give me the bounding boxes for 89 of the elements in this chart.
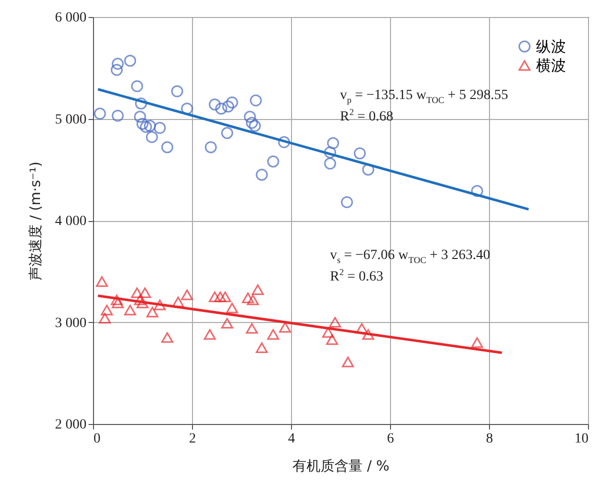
- point: [256, 342, 268, 353]
- point: [471, 337, 484, 348]
- point: [138, 287, 151, 298]
- point: [131, 287, 144, 298]
- legend-label: 横波: [536, 56, 566, 74]
- point: [208, 292, 221, 302]
- point: [256, 168, 268, 181]
- point: [134, 110, 146, 123]
- point: [214, 292, 226, 302]
- point: [146, 306, 158, 318]
- point: [144, 120, 156, 132]
- point: [135, 98, 148, 110]
- point: [324, 146, 336, 158]
- point: [326, 334, 338, 345]
- annotation: v$_{s}$ = −67.06 w$_{TOC}$ + 3 263.40: [330, 248, 490, 265]
- point: [112, 298, 124, 308]
- point: [96, 276, 108, 287]
- x-tick-label: 10: [574, 432, 588, 446]
- point: [124, 304, 136, 316]
- y-tick-label: 4 000: [55, 214, 86, 229]
- point: [471, 185, 484, 197]
- point: [204, 141, 217, 154]
- point: [161, 141, 174, 154]
- point: [131, 80, 144, 92]
- point: [219, 292, 232, 302]
- point: [250, 94, 262, 106]
- point: [278, 136, 290, 148]
- point: [215, 102, 228, 115]
- point: [124, 54, 136, 67]
- point: [342, 356, 354, 368]
- point: [161, 332, 174, 343]
- point: [248, 120, 261, 132]
- point: [226, 96, 238, 108]
- point: [110, 64, 123, 76]
- point: [146, 131, 158, 144]
- point: [340, 196, 353, 208]
- point: [181, 289, 194, 300]
- point: [98, 312, 111, 324]
- point: [322, 327, 334, 338]
- x-axis-title: 有机质含量 / %: [292, 458, 390, 474]
- point: [110, 294, 123, 306]
- point: [242, 292, 254, 304]
- point: [267, 156, 280, 168]
- point: [354, 147, 366, 160]
- point: [172, 296, 184, 308]
- point: [208, 98, 221, 110]
- point: [324, 158, 336, 170]
- point: [246, 323, 258, 334]
- legend-label: 纵波: [536, 38, 566, 56]
- y-tick-label: 5 000: [55, 112, 86, 128]
- point: [252, 284, 264, 295]
- y-axis-title: 声波速度 / (m·s⁻¹): [28, 162, 44, 280]
- point: [267, 329, 280, 340]
- point: [112, 58, 124, 70]
- x-tick-label: 0: [94, 432, 100, 446]
- y-tick-label: 6 000: [55, 10, 86, 26]
- y-tick-label: 2 000: [55, 418, 86, 432]
- point: [362, 329, 374, 340]
- annotation: R$^{2}$ = 0.63: [330, 267, 384, 286]
- x-tick-label: 8: [486, 432, 493, 446]
- point: [246, 294, 259, 306]
- point: [329, 316, 342, 328]
- x-tick-label: 2: [189, 432, 196, 446]
- point: [226, 302, 238, 314]
- point: [134, 294, 146, 306]
- point: [246, 116, 258, 129]
- annotation: R$^{2}$ = 0.68: [340, 107, 394, 126]
- point: [181, 102, 194, 115]
- point: [356, 323, 368, 334]
- point: [136, 118, 148, 130]
- point: [140, 120, 152, 133]
- point: [171, 85, 184, 98]
- point: [100, 304, 113, 316]
- x-tick-label: 4: [288, 432, 295, 446]
- point: [221, 127, 234, 139]
- y-tick-label: 3 000: [55, 316, 86, 331]
- point: [136, 298, 148, 308]
- point: [204, 329, 216, 340]
- point: [279, 322, 292, 333]
- point: [222, 100, 234, 113]
- annotation: v$_{p}$ = −135.15 w$_{TOC}$ + 5 298.55: [340, 88, 508, 105]
- point: [244, 110, 256, 123]
- point: [154, 300, 166, 310]
- point: [94, 108, 106, 120]
- x-tick-label: 6: [387, 432, 394, 446]
- point: [327, 137, 340, 150]
- point: [154, 122, 166, 134]
- point: [221, 318, 234, 329]
- point: [112, 110, 124, 122]
